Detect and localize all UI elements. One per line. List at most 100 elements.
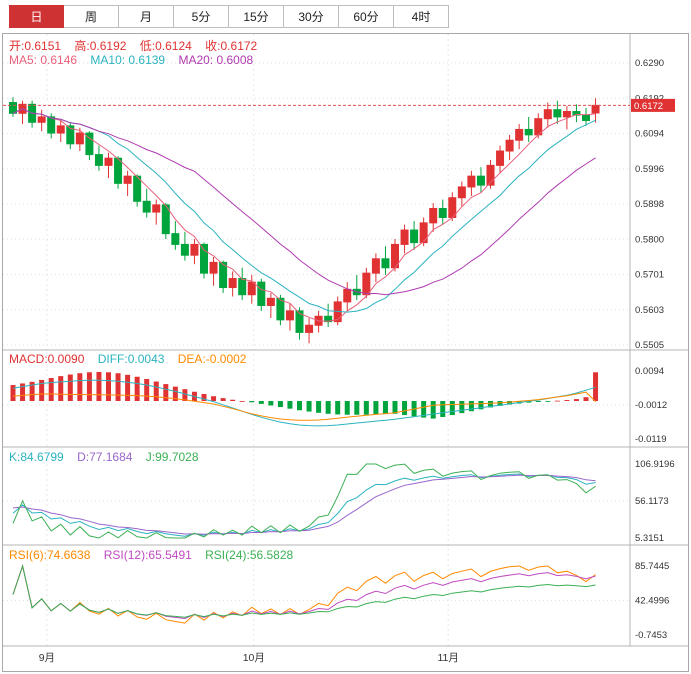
macd-bar (497, 401, 503, 406)
candle-body (467, 175, 476, 188)
macd-bar (249, 401, 255, 403)
x-axis-month-label: 11月 (437, 652, 458, 664)
macd-bar (402, 401, 408, 416)
macd-bar (363, 401, 369, 415)
tab-month[interactable]: 月 (119, 5, 174, 28)
candle-body (276, 297, 285, 321)
tab-15min[interactable]: 15分 (229, 5, 284, 28)
candle-body (152, 204, 161, 213)
tab-day[interactable]: 日 (9, 5, 64, 28)
candle-body (476, 175, 485, 186)
macd-bar (29, 381, 35, 402)
macd-bar (440, 401, 446, 417)
macd-bar (277, 401, 283, 408)
candle-body (75, 132, 84, 145)
macd-y-tick-label: 0.0094 (635, 366, 664, 377)
price-y-tick-label: 0.5603 (635, 305, 664, 316)
candle-body (104, 157, 113, 166)
tab-4hour[interactable]: 4时 (394, 5, 449, 28)
macd-bar (201, 393, 207, 402)
candle-body (228, 278, 237, 289)
candle-body (180, 243, 189, 256)
macd-bar (163, 384, 169, 402)
tab-5min[interactable]: 5分 (174, 5, 229, 28)
rsi-y-tick-label: 42.4996 (635, 596, 669, 607)
macd-y-tick-label: -0.0119 (635, 434, 667, 445)
kdj-y-tick-label: 106.9196 (635, 459, 675, 470)
j-legend: J:99.7028 (145, 450, 199, 464)
timeframe-tabbar: 日 周 月 5分 15分 30分 60分 4时 (9, 5, 449, 28)
macd-legend: MACD:0.0090 DIFF:0.0043 DEA:-0.0002 (9, 352, 256, 366)
macd-bar (593, 372, 599, 402)
tab-30min[interactable]: 30分 (284, 5, 339, 28)
ma20-line (12, 108, 596, 296)
macd-bar (125, 374, 131, 402)
ma5-legend: MA5: 0.6146 (9, 53, 78, 67)
candle-body (305, 324, 314, 333)
macd-bar (421, 401, 427, 418)
macd-bar (535, 401, 541, 402)
macd-bar (373, 401, 379, 415)
tab-60min[interactable]: 60分 (339, 5, 394, 28)
d-line (12, 474, 596, 535)
macd-bar (526, 401, 532, 403)
rsi-y-tick-label: 85.7445 (635, 561, 669, 572)
price-y-tick-label: 0.6290 (635, 58, 664, 69)
price-y-tick-label: 0.6094 (635, 129, 664, 140)
d-legend: D:77.1684 (77, 450, 133, 464)
candle-body (429, 207, 438, 224)
candle-body (238, 278, 247, 296)
candle-body (123, 175, 132, 184)
rsi6-line (12, 564, 596, 624)
rsi24-line (12, 564, 596, 618)
rsi12-line (12, 564, 596, 620)
macd-bar (239, 401, 245, 402)
low-legend: 低:0.6124 (139, 39, 192, 53)
price-y-tick-label: 0.5701 (635, 270, 664, 281)
macd-bar (48, 378, 54, 402)
macd-bar (297, 401, 302, 411)
price-y-tick-label: 0.6192 (635, 93, 664, 104)
candle-body (515, 128, 524, 141)
macd-bar (86, 372, 92, 402)
ma10-legend: MA10: 0.6139 (90, 53, 166, 67)
candle-body (496, 150, 505, 166)
macd-bar (344, 401, 350, 415)
current-price-badge-label: 0.6172 (634, 101, 663, 112)
macd-bar (545, 401, 551, 402)
candle-body (343, 288, 352, 303)
candle-body (572, 110, 581, 116)
macd-bar (325, 401, 331, 414)
candle-body (209, 261, 218, 274)
candle-body (171, 233, 180, 245)
macd-bar (554, 400, 560, 402)
rsi24-legend: RSI(24):56.5828 (205, 548, 294, 562)
macd-y-tick-label: -0.0012 (635, 400, 667, 411)
macd-bar (459, 401, 465, 414)
candle-body (56, 125, 65, 134)
candle-body (257, 281, 266, 306)
macd-bar (258, 401, 264, 404)
macd-bar (316, 401, 322, 413)
macd-bar (478, 401, 484, 410)
x-axis-month-label: 10月 (243, 652, 265, 664)
candle-body (285, 310, 294, 321)
kdj-y-tick-label: 56.1173 (635, 496, 669, 507)
chart-canvas[interactable]: 0.6290 0.6192 0.6094 0.5996 0.5898 0.5800 0.57… (3, 34, 688, 671)
candle-body (142, 200, 151, 213)
macd-bar (564, 400, 570, 402)
macd-bar (573, 399, 579, 402)
candle-body (400, 229, 409, 245)
candle-body (562, 110, 571, 118)
macd-bar (182, 389, 188, 402)
candle-body (37, 116, 46, 123)
macd-bar (153, 381, 159, 402)
close-legend: 收:0.6172 (205, 39, 258, 53)
tab-week[interactable]: 周 (64, 5, 119, 28)
macd-bar (382, 401, 388, 415)
candle-body (295, 310, 304, 333)
macd-bar (134, 376, 140, 402)
macd-bar (220, 398, 226, 402)
open-legend: 开:0.6151 (9, 39, 62, 53)
macd-bar (287, 401, 293, 409)
